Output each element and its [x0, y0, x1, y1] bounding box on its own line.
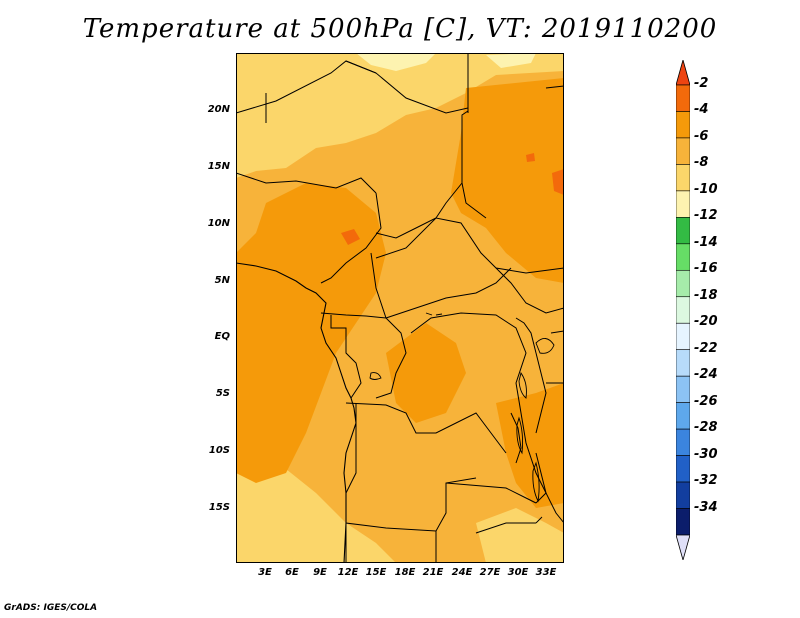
field-minus2-minus4-patch-2: [552, 169, 564, 195]
colorbar-label: -6: [694, 128, 709, 144]
field-minus8-minus10-north: [236, 53, 564, 178]
lat-label-10s: 10S: [208, 445, 230, 456]
colorbar-segment: [676, 481, 690, 509]
colorbar-label: -8: [694, 155, 709, 171]
colorbar-segment: [676, 269, 690, 298]
colorbar-top-triangle: [676, 60, 690, 86]
colorbar-label: -12: [694, 208, 718, 224]
colorbar-label: -30: [694, 446, 718, 462]
colorbar-label: -26: [694, 393, 718, 409]
colorbar-segment: [676, 296, 690, 324]
field-minus4-minus6-central: [386, 323, 466, 423]
lat-label-15s: 15S: [208, 502, 230, 513]
colorbar-segment: [676, 428, 690, 456]
colorbar-segment: [676, 243, 690, 271]
lakes: [369, 312, 555, 524]
lon-label-33e: 33E: [535, 567, 557, 578]
lon-label-3e: 3E: [258, 567, 272, 578]
lat-label-5s: 5S: [215, 388, 230, 399]
colorbar: [676, 60, 690, 560]
lon-label-30e: 30E: [507, 567, 529, 578]
colorbar-segment: [676, 111, 690, 139]
colorbar-label: -4: [694, 102, 709, 118]
field-minus2-minus4-patch-3: [526, 153, 535, 162]
field-minus10-minus12-north: [356, 53, 536, 71]
lon-label-24e: 24E: [451, 567, 473, 578]
lon-label-6e: 6E: [285, 567, 299, 578]
country-borders: [236, 53, 564, 563]
colorbar-bottom-triangle: [676, 534, 690, 560]
colorbar-segment: [676, 402, 690, 430]
lon-label-9e: 9E: [313, 567, 327, 578]
colorbar-label: -10: [694, 181, 718, 197]
colorbar-segment: [676, 349, 690, 377]
colorbar-label: -22: [694, 340, 718, 356]
temperature-map: [236, 53, 564, 563]
field-minus4-minus6-east: [451, 78, 564, 283]
colorbar-segment: [676, 375, 690, 403]
colorbar-label: -24: [694, 367, 718, 383]
lon-label-18e: 18E: [394, 567, 416, 578]
grads-credit: GrADS: IGES/COLA: [4, 603, 98, 613]
lat-label-10n: 10N: [207, 218, 230, 229]
colorbar-segment: [676, 322, 690, 351]
colorbar-segment: [676, 508, 690, 536]
colorbar-segment: [676, 190, 690, 218]
colorbar-label: -18: [694, 287, 718, 303]
lat-label-eq: EQ: [214, 331, 230, 342]
lon-label-21e: 21E: [422, 567, 444, 578]
colorbar-label: -16: [694, 261, 718, 277]
colorbar-segment: [676, 137, 690, 165]
colorbar-label: -34: [694, 499, 718, 515]
colorbar-label: -32: [694, 473, 718, 489]
map-title: Temperature at 500hPa [C], VT: 201911020…: [82, 14, 718, 44]
atlantic-coastline: [236, 262, 357, 563]
colorbar-label: -14: [694, 234, 718, 250]
colorbar-segment: [676, 455, 690, 483]
lon-label-27e: 27E: [479, 567, 501, 578]
lat-label-20n: 20N: [207, 104, 230, 115]
field-minus8-minus10-south-patch: [476, 508, 564, 563]
field-minus4-minus6-west-central: [236, 183, 386, 483]
colorbar-segment: [676, 164, 690, 192]
lat-label-5n: 5N: [214, 275, 230, 286]
colorbar-segment: [676, 84, 690, 112]
colorbar-segment: [676, 217, 690, 245]
field-minus4-minus6-southeast: [496, 383, 564, 508]
lat-label-15n: 15N: [207, 161, 230, 172]
colorbar-label: -20: [694, 314, 718, 330]
field-minus2-minus4-patch-1: [341, 229, 360, 245]
lon-label-15e: 15E: [365, 567, 387, 578]
lon-label-12e: 12E: [337, 567, 359, 578]
colorbar-label: -28: [694, 420, 718, 436]
colorbar-label: -2: [694, 76, 709, 91]
